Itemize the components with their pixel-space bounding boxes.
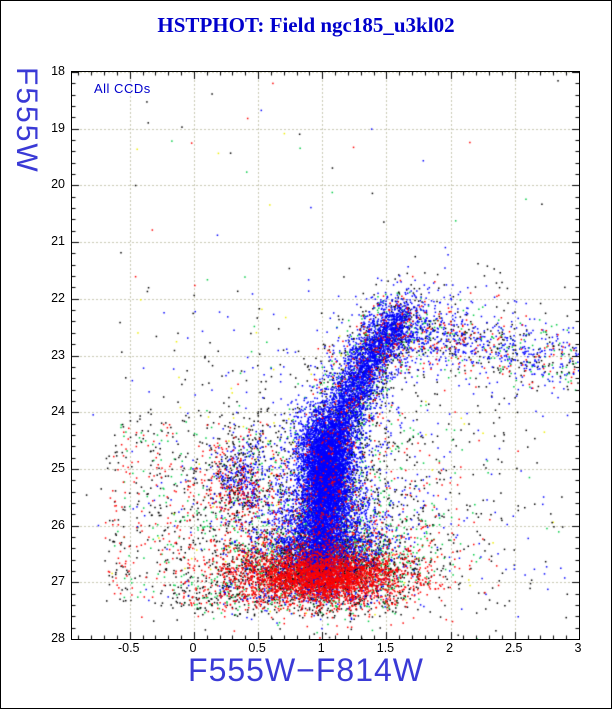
- y-tick-label: 25: [51, 460, 65, 475]
- y-tick-label: 28: [51, 631, 65, 645]
- y-tick-label: 23: [51, 347, 65, 362]
- ccd-annotation: All CCDs: [94, 81, 151, 96]
- plot-area: All CCDs: [71, 71, 580, 640]
- scatter-canvas: [72, 72, 579, 639]
- chart-title: HSTPHOT: Field ngc185_u3kl02: [157, 13, 455, 37]
- y-tick-label: 21: [51, 234, 65, 249]
- x-axis-label: F555W−F814W: [188, 652, 424, 688]
- y-tick-label: 20: [51, 177, 65, 192]
- y-axis-label: F555W: [10, 67, 43, 174]
- y-tick-label: 27: [51, 574, 65, 589]
- y-tick-label: 26: [51, 517, 65, 532]
- y-tick-label: 24: [51, 404, 65, 419]
- y-tick-label: 22: [51, 290, 65, 305]
